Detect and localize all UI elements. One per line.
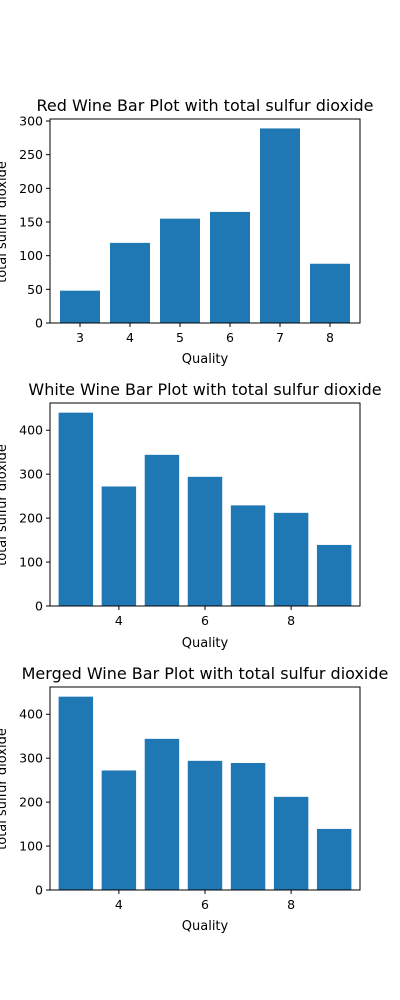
bar-quality-4	[101, 486, 137, 606]
bar-quality-3	[60, 290, 100, 323]
bar-quality-5	[144, 738, 180, 890]
x-axis-label: Quality	[182, 352, 229, 367]
chart-title: Merged Wine Bar Plot with total sulfur d…	[22, 664, 389, 683]
bar-quality-9	[316, 544, 352, 606]
y-tick-label: 200	[19, 795, 43, 810]
chart-title: White Wine Bar Plot with total sulfur di…	[28, 380, 381, 399]
y-tick-label: 300	[19, 114, 43, 129]
y-axis-label: total sulfur dioxide	[0, 444, 10, 566]
y-tick-label: 300	[19, 467, 43, 482]
y-tick-label: 400	[19, 423, 43, 438]
bar-quality-5	[160, 218, 200, 323]
x-tick-label: 6	[201, 613, 209, 628]
chart-merged-wine: Merged Wine Bar Plot with total sulfur d…	[0, 664, 388, 934]
chart-red-wine: Red Wine Bar Plot with total sulfur diox…	[0, 96, 374, 367]
bar-quality-3	[58, 696, 94, 890]
y-tick-label: 400	[19, 707, 43, 722]
y-tick-label: 150	[19, 215, 43, 230]
x-tick-label: 6	[201, 897, 209, 912]
y-tick-label: 250	[19, 147, 43, 162]
chart-title: Red Wine Bar Plot with total sulfur diox…	[36, 96, 373, 115]
bar-quality-6	[187, 760, 223, 890]
y-tick-label: 100	[19, 839, 43, 854]
x-axis-label: Quality	[182, 636, 229, 651]
bar-quality-8	[310, 263, 350, 323]
bar-quality-7	[230, 505, 266, 606]
bar-quality-6	[210, 211, 250, 323]
y-axis-label: total sulfur dioxide	[0, 161, 10, 283]
y-tick-label: 300	[19, 751, 43, 766]
bar-quality-8	[273, 512, 309, 606]
x-tick-label: 7	[276, 330, 284, 345]
bar-quality-7	[230, 763, 266, 890]
bar-quality-4	[110, 242, 150, 323]
x-tick-label: 8	[326, 330, 334, 345]
y-tick-label: 0	[35, 883, 43, 898]
y-axis-label: total sulfur dioxide	[0, 728, 10, 850]
x-tick-label: 4	[126, 330, 134, 345]
y-tick-label: 200	[19, 181, 43, 196]
y-tick-label: 100	[19, 248, 43, 263]
x-tick-label: 5	[176, 330, 184, 345]
y-tick-label: 0	[35, 316, 43, 331]
bar-quality-7	[260, 128, 300, 323]
y-tick-label: 50	[27, 282, 43, 297]
x-tick-label: 8	[287, 897, 295, 912]
bar-quality-4	[101, 770, 137, 890]
y-tick-label: 0	[35, 599, 43, 614]
bar-quality-6	[187, 476, 223, 606]
plot-frame	[49, 118, 361, 324]
y-tick-label: 100	[19, 555, 43, 570]
bar-quality-9	[316, 828, 352, 890]
x-tick-label: 6	[226, 330, 234, 345]
x-tick-label: 4	[115, 613, 123, 628]
chart-white-wine: White Wine Bar Plot with total sulfur di…	[0, 380, 382, 651]
x-tick-label: 3	[76, 330, 84, 345]
bar-quality-5	[144, 454, 180, 606]
bar-quality-8	[273, 796, 309, 890]
y-tick-label: 200	[19, 511, 43, 526]
x-tick-label: 4	[115, 897, 123, 912]
x-tick-label: 8	[287, 613, 295, 628]
x-axis-label: Quality	[182, 919, 229, 934]
bar-quality-3	[58, 412, 94, 606]
